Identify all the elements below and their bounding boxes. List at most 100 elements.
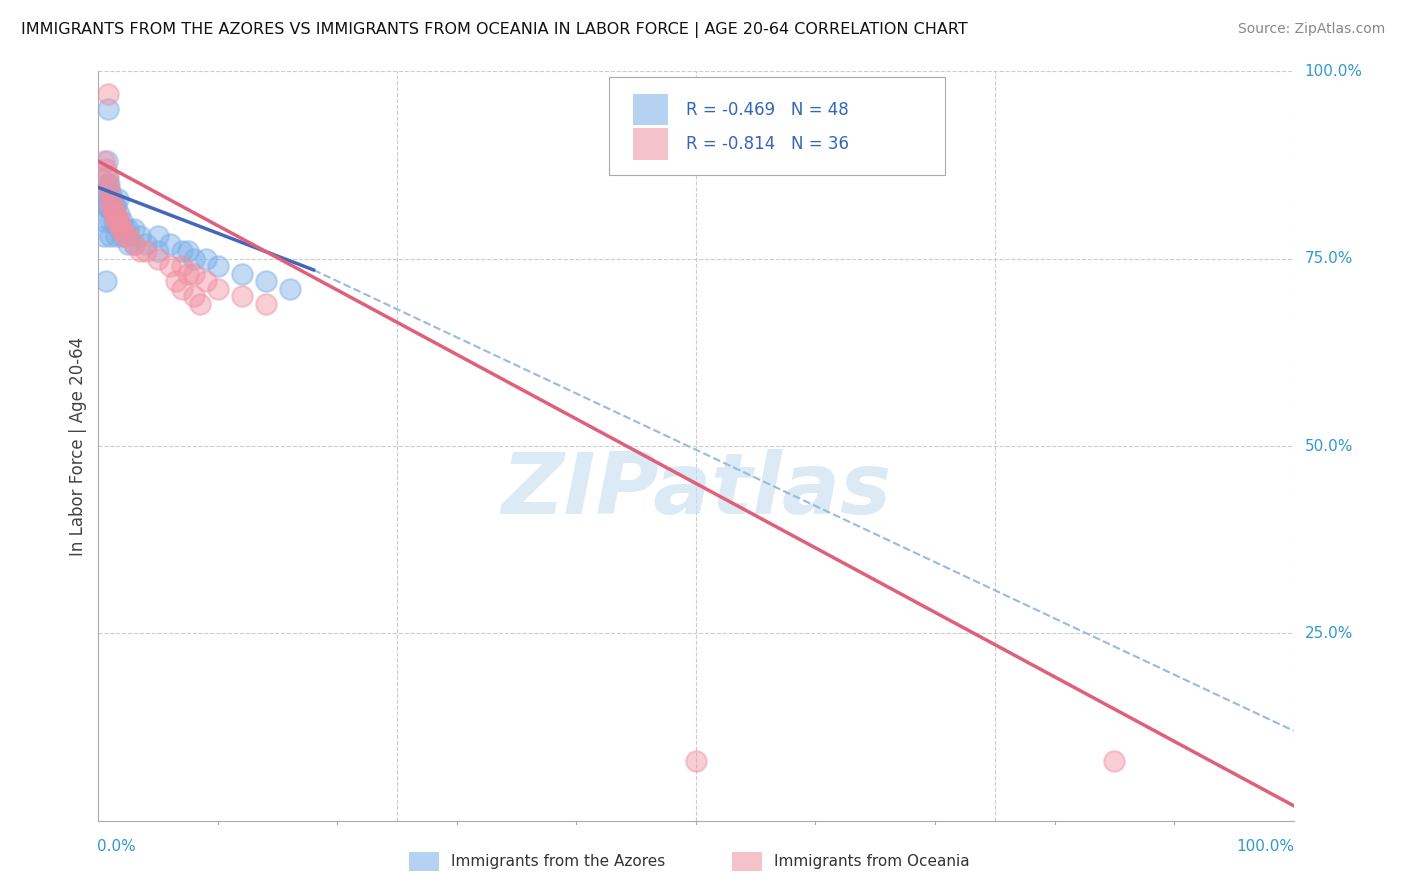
Point bbox=[159, 259, 181, 273]
Point bbox=[96, 169, 118, 184]
Point bbox=[183, 267, 205, 281]
Point bbox=[124, 236, 146, 251]
Point bbox=[98, 184, 121, 198]
Point bbox=[107, 214, 129, 228]
Point bbox=[188, 296, 211, 310]
Point bbox=[107, 221, 129, 235]
Point bbox=[117, 236, 139, 251]
Point bbox=[129, 229, 152, 244]
Point bbox=[129, 244, 152, 259]
Point bbox=[124, 236, 146, 251]
Text: R = -0.469   N = 48: R = -0.469 N = 48 bbox=[686, 101, 849, 119]
Point bbox=[96, 199, 118, 213]
Point bbox=[1104, 754, 1126, 768]
Point bbox=[124, 221, 146, 235]
Y-axis label: In Labor Force | Age 20-64: In Labor Force | Age 20-64 bbox=[69, 336, 87, 556]
Point bbox=[96, 177, 118, 191]
Point bbox=[177, 244, 200, 259]
Point bbox=[93, 214, 115, 228]
Point bbox=[97, 199, 120, 213]
Text: Source: ZipAtlas.com: Source: ZipAtlas.com bbox=[1237, 22, 1385, 37]
Point bbox=[165, 274, 187, 288]
Point bbox=[107, 192, 129, 206]
Point bbox=[105, 207, 128, 221]
Point bbox=[105, 229, 128, 244]
Point bbox=[94, 161, 117, 176]
Point bbox=[107, 214, 129, 228]
Point bbox=[195, 252, 218, 266]
Point bbox=[93, 154, 115, 169]
Point bbox=[98, 192, 122, 206]
Point bbox=[172, 244, 194, 259]
Point bbox=[117, 221, 139, 235]
Point bbox=[98, 229, 122, 244]
Point bbox=[111, 214, 134, 228]
Point bbox=[98, 199, 122, 213]
Point bbox=[98, 199, 122, 213]
Point bbox=[97, 169, 120, 184]
Point bbox=[148, 229, 170, 244]
Point bbox=[183, 289, 205, 303]
Point bbox=[148, 252, 170, 266]
Text: 0.0%: 0.0% bbox=[97, 839, 136, 855]
Point bbox=[97, 102, 120, 116]
Point bbox=[98, 192, 121, 206]
Point bbox=[183, 252, 205, 266]
Point bbox=[97, 184, 120, 198]
Point bbox=[207, 259, 229, 273]
Point bbox=[97, 87, 120, 101]
Point bbox=[159, 236, 181, 251]
Text: ZIPatlas: ZIPatlas bbox=[501, 450, 891, 533]
Bar bbox=[633, 128, 668, 160]
Point bbox=[254, 296, 277, 310]
Point bbox=[101, 207, 124, 221]
Bar bbox=[733, 852, 762, 871]
Point bbox=[135, 236, 157, 251]
Point bbox=[93, 229, 115, 244]
Point bbox=[177, 267, 200, 281]
Text: IMMIGRANTS FROM THE AZORES VS IMMIGRANTS FROM OCEANIA IN LABOR FORCE | AGE 20-64: IMMIGRANTS FROM THE AZORES VS IMMIGRANTS… bbox=[21, 22, 967, 38]
Point bbox=[107, 207, 129, 221]
Text: 100.0%: 100.0% bbox=[1305, 64, 1362, 78]
Point bbox=[172, 282, 194, 296]
Point bbox=[105, 214, 128, 228]
Point bbox=[231, 267, 253, 281]
Point bbox=[103, 199, 125, 213]
Point bbox=[105, 199, 128, 213]
Text: Immigrants from the Azores: Immigrants from the Azores bbox=[451, 855, 665, 870]
Point bbox=[278, 282, 301, 296]
Point bbox=[93, 199, 115, 213]
Point bbox=[135, 244, 157, 259]
FancyBboxPatch shape bbox=[609, 77, 945, 175]
Text: 25.0%: 25.0% bbox=[1305, 626, 1353, 640]
Point bbox=[108, 221, 131, 235]
Text: 75.0%: 75.0% bbox=[1305, 252, 1353, 266]
Point bbox=[98, 184, 122, 198]
Point bbox=[254, 274, 277, 288]
Point bbox=[117, 229, 139, 244]
Text: 50.0%: 50.0% bbox=[1305, 439, 1353, 453]
Point bbox=[101, 199, 124, 213]
Point bbox=[111, 229, 134, 244]
Point bbox=[685, 754, 707, 768]
Point bbox=[97, 177, 120, 191]
Point bbox=[101, 192, 124, 206]
Point bbox=[111, 221, 134, 235]
Point bbox=[98, 177, 121, 191]
Text: 100.0%: 100.0% bbox=[1237, 839, 1295, 855]
Point bbox=[231, 289, 253, 303]
Text: Immigrants from Oceania: Immigrants from Oceania bbox=[773, 855, 969, 870]
Point bbox=[207, 282, 229, 296]
Point bbox=[96, 154, 118, 169]
Point bbox=[114, 229, 136, 244]
Point bbox=[172, 259, 194, 273]
Point bbox=[98, 214, 122, 228]
Point bbox=[114, 221, 136, 235]
Text: R = -0.814   N = 36: R = -0.814 N = 36 bbox=[686, 135, 849, 153]
Point bbox=[103, 207, 125, 221]
Point bbox=[148, 244, 170, 259]
Point bbox=[105, 214, 128, 228]
Point bbox=[94, 274, 117, 288]
Bar bbox=[633, 94, 668, 125]
Point bbox=[93, 184, 115, 198]
